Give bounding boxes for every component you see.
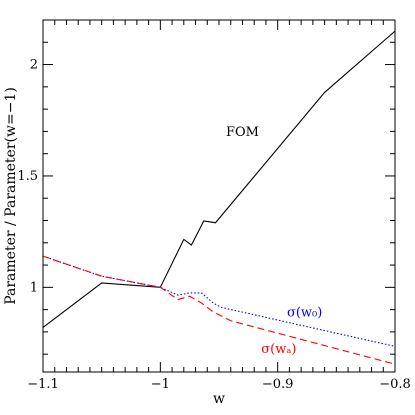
series-line-1 [42, 255, 396, 347]
tick-layer [42, 19, 396, 372]
annotation-2: σ(wₐ) [261, 342, 296, 357]
plot-frame [42, 19, 396, 373]
annotation-1: σ(w₀) [287, 305, 322, 320]
series-layer [42, 30, 396, 365]
tick-label-layer: −1.1 −1 −0.9 −0.8 1 1.5 2 [17, 58, 410, 392]
y-tick-label: 1 [30, 280, 38, 295]
series-line-2 [42, 255, 396, 365]
x-tick-label: −0.8 [379, 377, 411, 392]
x-tick-label: −1 [151, 377, 170, 392]
y-axis-label: Parameter / Parameter(w=−1) [3, 87, 19, 305]
annotation-layer: FOM σ(w₀) σ(wₐ) [226, 125, 322, 357]
x-tick-label: −1.1 [27, 377, 59, 392]
annotation-0: FOM [226, 125, 259, 140]
y-tick-label: 2 [30, 58, 38, 73]
x-axis-label: w [213, 391, 225, 407]
x-tick-label: −0.9 [262, 377, 294, 392]
series-line-0 [42, 30, 396, 328]
y-tick-label: 1.5 [17, 169, 38, 184]
